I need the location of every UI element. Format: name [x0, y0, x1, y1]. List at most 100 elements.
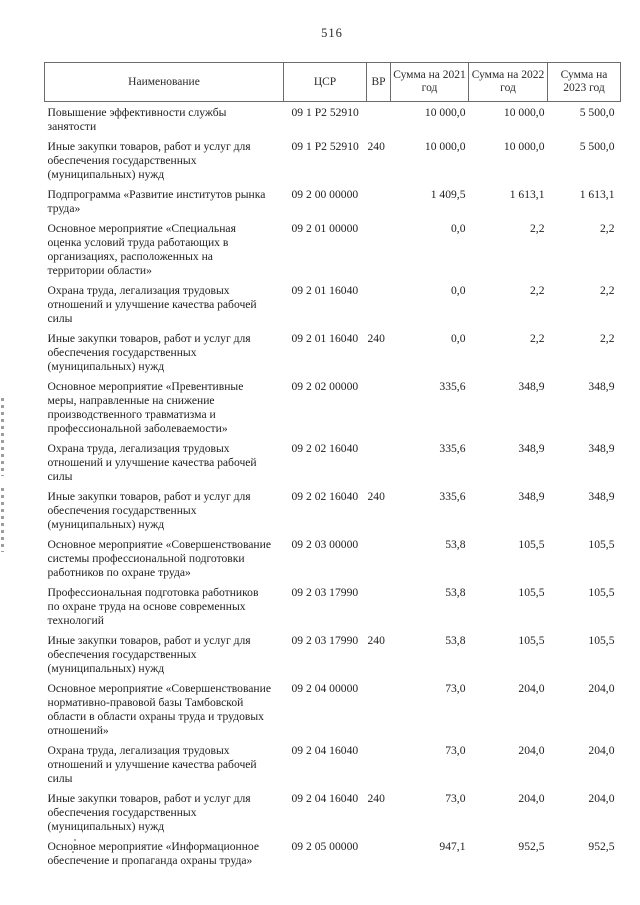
- cell-sum-2022: 10 000,0: [503, 106, 545, 119]
- cell-name: Иные закупки товаров, работ и услуг для …: [47, 332, 251, 373]
- cell-vr: [367, 536, 391, 584]
- cell-name: Охрана труда, легализация трудовых отнош…: [47, 744, 257, 785]
- cell-sum-2022: 204,0: [518, 792, 545, 805]
- page-number: 516: [321, 26, 343, 40]
- table-row: Основное мероприятие «Совершенствование …: [45, 536, 621, 584]
- cell-name: Профессиональная подготовка работников п…: [47, 586, 259, 627]
- header-csr: ЦСР: [283, 62, 367, 102]
- cell-sum-2023: 105,5: [588, 634, 615, 647]
- table-row: Охрана труда, легализация трудовых отнош…: [45, 742, 621, 790]
- cell-sum-2021: 73,0: [445, 792, 466, 805]
- cell-vr: [367, 742, 391, 790]
- cell-sum-2021: 73,0: [445, 682, 466, 695]
- cell-sum-2023: 204,0: [588, 792, 615, 805]
- cell-csr: 09 2 01 16040: [291, 284, 359, 297]
- scan-artifact-left-edge: [1, 398, 4, 476]
- scan-speck: [72, 851, 74, 853]
- cell-csr: 09 2 04 16040: [291, 744, 359, 757]
- table-header: Наименование ЦСР ВР Сумма на 2021 год Су…: [44, 62, 621, 102]
- cell-name: Иные закупки товаров, работ и услуг для …: [47, 490, 251, 531]
- cell-sum-2021: 53,8: [445, 586, 466, 599]
- cell-sum-2021: 73,0: [445, 744, 466, 757]
- cell-sum-2023: 5 500,0: [579, 106, 615, 119]
- cell-sum-2023: 2,2: [600, 332, 615, 345]
- cell-csr: 09 2 01 00000: [291, 222, 359, 235]
- table-body: Повышение эффективности службы занятости…: [45, 102, 621, 873]
- cell-name: Основное мероприятие «Совершенствование …: [47, 682, 272, 737]
- cell-name: Подпрограмма «Развитие институтов рынка …: [47, 188, 266, 215]
- cell-vr: [367, 440, 391, 488]
- cell-vr: [367, 838, 391, 872]
- table-row: Иные закупки товаров, работ и услуг для …: [45, 790, 621, 838]
- cell-csr: 09 1 P2 52910: [291, 140, 359, 153]
- cell-sum-2022: 2,2: [530, 284, 545, 297]
- cell-vr: 240: [367, 634, 385, 647]
- cell-csr: 09 2 02 00000: [291, 380, 359, 393]
- table-row: Иные закупки товаров, работ и услуг для …: [45, 632, 621, 680]
- cell-name: Охрана труда, легализация трудовых отнош…: [47, 284, 257, 325]
- cell-sum-2021: 1 409,5: [430, 188, 466, 201]
- table-row: Охрана труда, легализация трудовых отнош…: [45, 440, 621, 488]
- cell-vr: 240: [367, 332, 385, 345]
- cell-vr: 240: [367, 792, 385, 805]
- cell-sum-2021: 947,1: [439, 840, 466, 853]
- cell-csr: 09 2 02 16040: [291, 490, 359, 503]
- cell-sum-2022: 348,9: [518, 490, 545, 503]
- cell-sum-2023: 204,0: [588, 682, 615, 695]
- cell-sum-2023: 952,5: [588, 840, 615, 853]
- cell-sum-2021: 0,0: [451, 284, 466, 297]
- header-vr: ВР: [366, 62, 391, 102]
- scan-speck: [74, 839, 76, 841]
- cell-csr: 09 2 04 16040: [291, 792, 359, 805]
- cell-csr: 09 2 04 00000: [291, 682, 359, 695]
- cell-name: Охрана труда, легализация трудовых отнош…: [47, 442, 257, 483]
- cell-vr: [367, 102, 391, 139]
- cell-name: Основное мероприятие «Превентивные меры,…: [47, 380, 244, 435]
- table-row: Подпрограмма «Развитие институтов рынка …: [45, 186, 621, 220]
- cell-sum-2023: 2,2: [600, 284, 615, 297]
- cell-sum-2022: 204,0: [518, 744, 545, 757]
- cell-sum-2022: 204,0: [518, 682, 545, 695]
- cell-csr: 09 2 03 17990: [291, 586, 359, 599]
- cell-sum-2022: 105,5: [518, 586, 545, 599]
- header-sum-2022: Сумма на 2022 год: [468, 62, 548, 102]
- cell-name: Повышение эффективности службы занятости: [47, 106, 227, 133]
- cell-sum-2023: 348,9: [588, 380, 615, 393]
- cell-csr: 09 2 03 17990: [291, 634, 359, 647]
- cell-vr: [367, 186, 391, 220]
- cell-sum-2022: 952,5: [518, 840, 545, 853]
- cell-sum-2021: 53,8: [445, 538, 466, 551]
- cell-csr: 09 2 01 16040: [291, 332, 359, 345]
- cell-sum-2022: 348,9: [518, 380, 545, 393]
- cell-vr: [367, 378, 391, 440]
- table-row: Охрана труда, легализация трудовых отнош…: [45, 282, 621, 330]
- cell-sum-2023: 348,9: [588, 490, 615, 503]
- table-row: Основное мероприятие «Совершенствование …: [45, 680, 621, 742]
- cell-sum-2021: 10 000,0: [424, 106, 466, 119]
- cell-name: Основное мероприятие «Совершенствование …: [47, 538, 272, 579]
- cell-csr: 09 2 05 00000: [291, 840, 359, 853]
- table-row: Основное мероприятие «Превентивные меры,…: [45, 378, 621, 440]
- cell-vr: [367, 282, 391, 330]
- cell-csr: 09 2 02 16040: [291, 442, 359, 455]
- cell-sum-2023: 2,2: [600, 222, 615, 235]
- table-row: Повышение эффективности службы занятости…: [45, 102, 621, 139]
- cell-sum-2021: 0,0: [451, 222, 466, 235]
- cell-sum-2022: 105,5: [518, 538, 545, 551]
- cell-sum-2023: 204,0: [588, 744, 615, 757]
- cell-csr: 09 2 03 00000: [291, 538, 359, 551]
- cell-sum-2021: 10 000,0: [424, 140, 466, 153]
- cell-name: Иные закупки товаров, работ и услуг для …: [47, 634, 251, 675]
- header-sum-2023: Сумма на 2023 год: [547, 62, 621, 102]
- cell-sum-2021: 0,0: [451, 332, 466, 345]
- cell-sum-2022: 348,9: [518, 442, 545, 455]
- cell-sum-2022: 10 000,0: [503, 140, 545, 153]
- cell-vr: [367, 220, 391, 282]
- cell-name: Основное мероприятие «Специальная оценка…: [47, 222, 236, 277]
- cell-sum-2022: 2,2: [530, 332, 545, 345]
- cell-name: Основное мероприятие «Информационное обе…: [47, 840, 260, 867]
- cell-sum-2021: 335,6: [439, 490, 466, 503]
- cell-sum-2023: 105,5: [588, 538, 615, 551]
- cell-name: Иные закупки товаров, работ и услуг для …: [47, 792, 251, 833]
- cell-sum-2021: 53,8: [445, 634, 466, 647]
